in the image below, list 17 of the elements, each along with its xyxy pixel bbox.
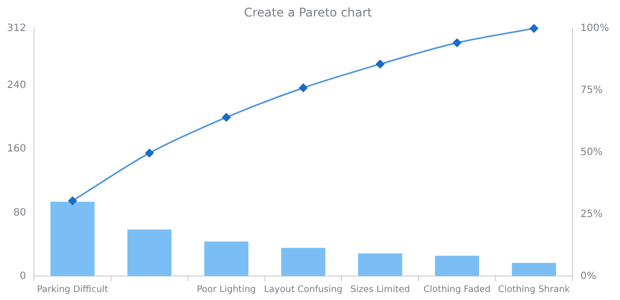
- y2-tick-label: 25%: [580, 208, 603, 220]
- y2-tick-label: 0%: [580, 270, 596, 282]
- x-tick-label: Parking Difficult: [37, 284, 109, 295]
- x-tick-label: Clothing Faded: [423, 284, 491, 295]
- y2-tick-label: 100%: [580, 22, 610, 34]
- chart-title: Create a Pareto chart: [244, 5, 372, 20]
- y2-tick-label: 50%: [580, 146, 603, 158]
- y2-tick-label: 75%: [580, 84, 603, 96]
- x-tick-label: Poor Lighting: [196, 284, 256, 295]
- x-tick-label: Sizes Limited: [350, 284, 410, 295]
- x-tick-label: Layout Confusing: [264, 284, 342, 295]
- y-tick-label: 80: [13, 207, 26, 218]
- y-tick-label: 0: [20, 270, 26, 282]
- y-tick-label: 312: [6, 22, 26, 34]
- y-tick-label: 160: [6, 144, 26, 155]
- y-tick-label: 240: [6, 80, 26, 92]
- x-tick-label: Clothing Shrank: [498, 284, 571, 295]
